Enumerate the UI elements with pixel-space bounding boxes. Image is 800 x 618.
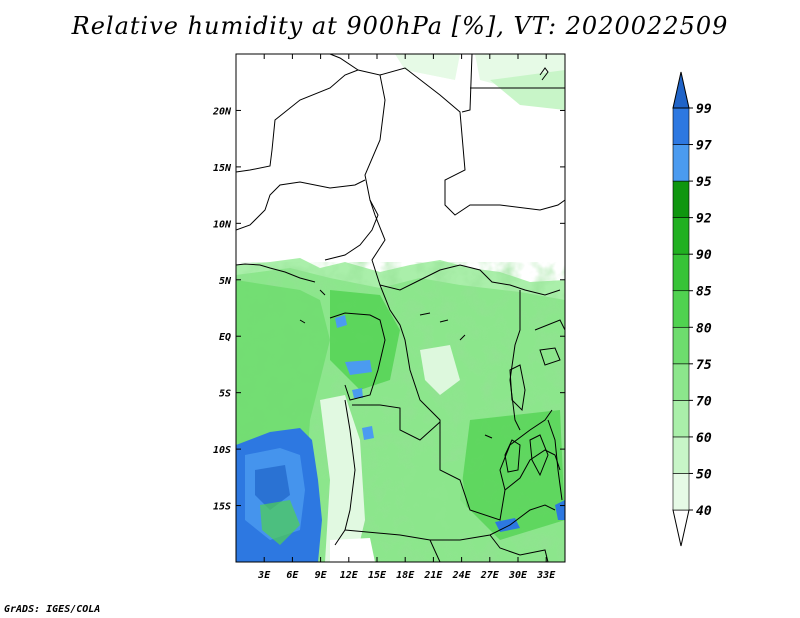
lon-tick-label: 24E <box>452 570 472 581</box>
colorbar-box <box>672 144 690 182</box>
grads-credit: GrADS: IGES/COLA <box>4 604 101 615</box>
map-axes: 3E 6E 9E 12E 15E 18E 21E 24E 27E 30E 33E 20N 15N 10N 5… <box>212 54 565 581</box>
colorbar-lower-triangle <box>672 509 690 547</box>
colorbar-label: 40 <box>696 504 712 519</box>
lon-tick-label: 27E <box>480 570 500 581</box>
lon-tick-label: 12E <box>340 570 359 581</box>
colorbar-box <box>672 326 690 365</box>
lon-tick-label: 18E <box>396 570 415 581</box>
colorbar-box <box>672 363 690 401</box>
lat-tick-label: 5N <box>219 276 232 287</box>
lon-tick-label: 15E <box>368 570 387 581</box>
lat-tick-label: 10N <box>213 219 232 230</box>
humidity-field <box>236 54 565 562</box>
colorbar-box <box>672 473 690 511</box>
lat-tick-label: 10S <box>213 445 231 456</box>
colorbar-label: 85 <box>696 285 712 300</box>
map-frame <box>235 53 566 563</box>
map-title: Relative humidity at 900hPa [%], VT: 202… <box>71 12 729 40</box>
colorbar-label: 80 <box>696 321 712 336</box>
colorbar-label: 60 <box>696 431 712 446</box>
colorbar-box <box>672 217 690 255</box>
lon-tick-label: 6E <box>286 570 299 581</box>
lat-tick-label: 15S <box>213 502 231 513</box>
lon-tick-label: 33E <box>536 570 556 581</box>
colorbar-label: 92 <box>696 212 712 227</box>
colorbar-label: 70 <box>696 394 712 409</box>
colorbar-label: 75 <box>696 358 712 373</box>
lon-tick-label: 3E <box>257 570 271 581</box>
colorbar-label: 50 <box>696 467 712 482</box>
colorbar-box <box>672 180 690 218</box>
lon-tick-label: 30E <box>508 570 528 581</box>
colorbar-upper-triangle <box>672 71 690 109</box>
colorbar-box <box>672 436 690 474</box>
colorbar-box <box>672 290 690 328</box>
colorbar-box <box>672 253 690 292</box>
country-borders <box>236 54 565 562</box>
lat-tick-label: 20N <box>212 106 232 117</box>
lat-tick-label: 5S <box>219 389 231 400</box>
colorbar-label: 95 <box>696 175 712 190</box>
colorbar-label: 99 <box>696 102 712 117</box>
colorbar-box <box>672 107 690 145</box>
lon-tick-label: 21E <box>423 570 443 581</box>
colorbar-box <box>672 400 690 438</box>
lat-tick-label: EQ <box>219 332 231 343</box>
lon-tick-label: 9E <box>315 570 328 581</box>
colorbar: 40 50 60 70 75 80 85 90 92 95 97 99 <box>672 71 712 547</box>
colorbar-label: 90 <box>696 248 712 263</box>
colorbar-label: 97 <box>696 139 712 154</box>
lat-tick-label: 15N <box>213 163 232 174</box>
